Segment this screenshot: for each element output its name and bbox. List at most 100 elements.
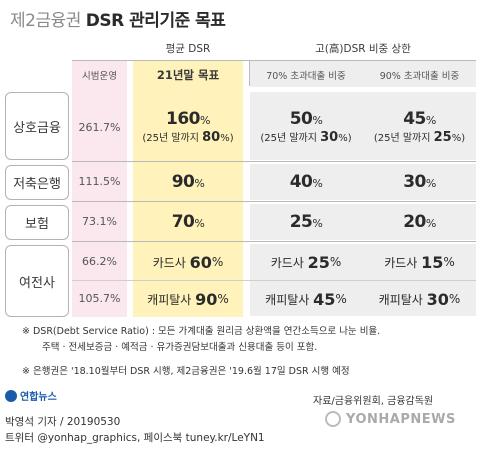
pilot-value: 73.1% <box>82 215 117 228</box>
capital-over70-value: 45 <box>313 289 336 309</box>
note-prefix: (25년 말까지 <box>260 133 321 144</box>
pilot-header: 시범운영 <box>82 71 117 82</box>
note-suffix: %) <box>451 133 466 144</box>
header-divider <box>72 60 476 61</box>
percent-sign: % <box>329 255 342 269</box>
sub-label: 캐피탈사 <box>147 292 192 307</box>
row-divider <box>72 161 476 162</box>
watermark-text: YONHAPNEWS <box>346 411 456 427</box>
percent-sign: % <box>425 114 436 127</box>
header-divider-vertical <box>249 60 250 86</box>
social-links: 트위터 @yonhap_graphics, 페이스북 tuney.kr/LeYN… <box>5 432 265 444</box>
note-suffix: %) <box>220 133 234 144</box>
savings-over70-cell: 40% <box>250 165 362 199</box>
note-dsr-definition: ※ DSR(Debt Service Ratio) : 모든 가계대출 원리금 … <box>22 326 381 337</box>
card-over90-value: 15 <box>421 252 444 272</box>
insurance-avg-cell: 70% <box>133 205 243 239</box>
sub-label: 캐피탈사 <box>378 292 423 307</box>
insurance-over70-cell: 25% <box>250 205 362 239</box>
pilot-value: 105.7% <box>78 292 121 305</box>
row-label-credit-finance: 여전사 <box>5 245 69 317</box>
mutual-over90-cell: 45% (25년 말까지 25%) <box>363 96 476 158</box>
percent-sign: % <box>448 292 461 306</box>
over90-header: 90% 초과대출 비중 <box>379 71 460 82</box>
percent-sign: % <box>217 292 229 306</box>
percent-sign: % <box>312 114 323 127</box>
row1-grey-bg <box>250 92 476 160</box>
sub-label: 캐피탈사 <box>265 292 310 307</box>
percent-sign: % <box>194 177 205 190</box>
card-over70-cell: 카드사 25% <box>250 245 362 279</box>
row-label-insurance: 보험 <box>5 205 69 240</box>
sub-label: 카드사 <box>152 255 186 270</box>
high-dsr-subheader-bg <box>250 61 476 87</box>
note-suffix: %) <box>338 133 352 144</box>
capital-over70-cell: 캐피탈사 45% <box>250 282 362 316</box>
logo-icon <box>5 389 17 402</box>
percent-sign: % <box>443 255 455 269</box>
source: 자료/금융위원회, 금융감독원 <box>313 396 434 407</box>
insurance-avg-value: 70 <box>171 212 195 232</box>
percent-sign: % <box>312 177 323 190</box>
savings-avg-value: 90 <box>171 172 195 192</box>
pilot-column-bg <box>72 61 127 317</box>
byline: 박영석 기자 / 20190530 <box>5 416 121 428</box>
target-column-bg <box>133 61 243 317</box>
page-title: 제2금융권 DSR 관리기준 목표 <box>10 6 226 31</box>
savings-over90-value: 30 <box>403 172 426 192</box>
yonhap-logo: 연합뉴스 <box>5 388 57 403</box>
card-over90-cell: 카드사 15% <box>363 245 476 279</box>
note-prefix: (25년 말까지 <box>142 133 203 144</box>
mutual-over70-2025-value: 30 <box>320 130 339 145</box>
title-main: DSR 관리기준 목표 <box>85 11 226 31</box>
row-label-mutual: 상호금융 <box>5 92 69 160</box>
percent-sign: % <box>312 217 323 230</box>
capital-over90-cell: 캐피탈사 30% <box>363 282 476 316</box>
over70-header: 70% 초과대출 비중 <box>266 71 346 82</box>
row-divider <box>72 201 476 202</box>
pilot-value: 261.7% <box>78 121 121 134</box>
mutual-over90-2025-value: 25 <box>433 130 452 145</box>
watermark: YONHAPNEWS <box>325 411 456 427</box>
note-dsr-scope: 주택 · 전세보증금 · 예적금 · 유가증권담보대출과 신용대출 등이 포함. <box>42 342 318 353</box>
row3-grey-bg <box>250 204 476 240</box>
savings-avg-cell: 90% <box>133 165 243 199</box>
logo-text: 연합뉴스 <box>20 392 57 403</box>
capital-avg-cell: 캐피탈사 90% <box>133 282 243 316</box>
percent-sign: % <box>425 217 436 230</box>
mutual-avg-cell: 160% (25년 말까지 80%) <box>133 96 243 158</box>
avg-dsr-header: 평균 DSR <box>165 43 211 55</box>
percent-sign: % <box>200 114 210 127</box>
target-21-header: 21년말 목표 <box>156 68 220 82</box>
note-prefix: (25년 말까지 <box>373 133 434 144</box>
percent-sign: % <box>335 292 347 306</box>
row-label-savings-bank: 저축은행 <box>5 165 69 200</box>
watermark-logo-icon <box>325 411 341 427</box>
title-prefix: 제2금융권 <box>10 11 81 31</box>
row-divider <box>72 241 476 242</box>
insurance-over90-cell: 20% <box>363 205 476 239</box>
savings-over90-cell: 30% <box>363 165 476 199</box>
mutual-avg-value: 160 <box>166 109 201 129</box>
capital-over90-value: 30 <box>426 289 449 309</box>
insurance-over70-value: 25 <box>289 212 313 232</box>
mutual-avg-2025-value: 80 <box>202 130 221 145</box>
mutual-over90-value: 45 <box>403 109 426 129</box>
row-divider-sub <box>72 280 476 281</box>
capital-avg-value: 90 <box>195 289 218 309</box>
row2-grey-bg <box>250 164 476 200</box>
sub-label: 카드사 <box>384 255 418 270</box>
insurance-over90-value: 20 <box>403 212 426 232</box>
card-avg-value: 60 <box>189 252 212 272</box>
high-dsr-header: 고(高)DSR 비중 상한 <box>315 43 411 55</box>
savings-over70-value: 40 <box>289 172 313 192</box>
note-schedule: ※ 은행권은 '18.10월부터 DSR 시행, 제2금융권은 '19.6월 1… <box>22 366 350 377</box>
card-avg-cell: 카드사 60% <box>133 245 243 279</box>
pilot-value: 66.2% <box>82 255 117 268</box>
mutual-over70-value: 50 <box>289 109 313 129</box>
percent-sign: % <box>194 217 205 230</box>
sub-label: 카드사 <box>270 255 304 270</box>
pilot-value: 111.5% <box>78 175 121 188</box>
percent-sign: % <box>211 255 224 269</box>
card-over70-value: 25 <box>307 252 330 272</box>
